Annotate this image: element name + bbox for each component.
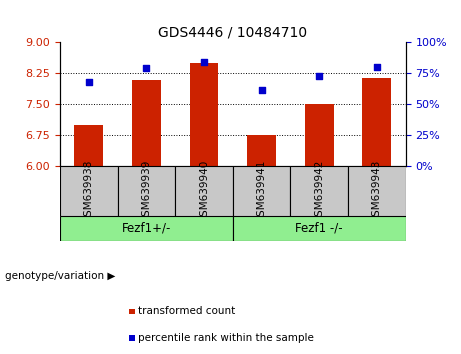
Point bbox=[142, 66, 150, 72]
Bar bbox=[233, 216, 406, 241]
Text: GSM639943: GSM639943 bbox=[372, 159, 382, 223]
Bar bbox=[189, 63, 219, 166]
Text: GSM639939: GSM639939 bbox=[142, 159, 151, 223]
Point bbox=[85, 79, 92, 85]
Title: GDS4446 / 10484710: GDS4446 / 10484710 bbox=[158, 26, 307, 40]
Bar bbox=[118, 166, 175, 216]
Text: transformed count: transformed count bbox=[138, 306, 236, 316]
Bar bbox=[305, 104, 334, 166]
Bar bbox=[175, 166, 233, 216]
Text: GSM639938: GSM639938 bbox=[84, 159, 94, 223]
Bar bbox=[362, 78, 391, 166]
Bar bbox=[348, 166, 406, 216]
Text: Fezf1 -/-: Fezf1 -/- bbox=[296, 222, 343, 235]
Point bbox=[200, 59, 207, 65]
Text: genotype/variation ▶: genotype/variation ▶ bbox=[5, 271, 115, 281]
Text: percentile rank within the sample: percentile rank within the sample bbox=[138, 333, 314, 343]
Text: GSM639941: GSM639941 bbox=[257, 159, 266, 223]
Text: Fezf1+/-: Fezf1+/- bbox=[122, 222, 171, 235]
Bar bbox=[247, 135, 276, 166]
Bar bbox=[132, 80, 161, 166]
Point bbox=[373, 64, 381, 70]
Bar bbox=[60, 216, 233, 241]
Bar bbox=[233, 166, 290, 216]
Point bbox=[258, 87, 266, 92]
Bar bbox=[74, 125, 103, 166]
Text: GSM639942: GSM639942 bbox=[314, 159, 324, 223]
Point bbox=[315, 73, 323, 79]
Text: GSM639940: GSM639940 bbox=[199, 160, 209, 223]
Bar bbox=[60, 166, 118, 216]
Bar bbox=[290, 166, 348, 216]
